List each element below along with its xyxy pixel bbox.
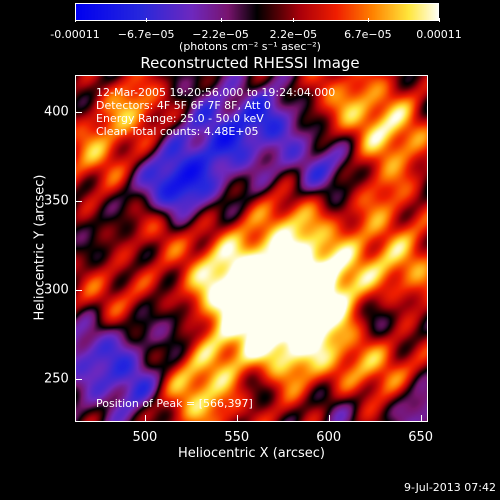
heatmap-plot bbox=[75, 75, 428, 422]
timestamp: 9-Jul-2013 07:42 bbox=[403, 481, 496, 494]
colorbar-tick-label: −2.2e−05 bbox=[192, 28, 249, 41]
annotation-peak: Position of Peak = [566,397] bbox=[96, 397, 253, 410]
colorbar-tick-label: −6.7e−05 bbox=[117, 28, 175, 41]
x-tick-mark bbox=[420, 415, 422, 422]
y-axis-label: Heliocentric Y (arcsec) bbox=[32, 174, 48, 321]
colorbar-tick-mark bbox=[220, 18, 222, 22]
x-tick-label: 650 bbox=[408, 430, 434, 445]
colorbar-gradient bbox=[76, 4, 438, 20]
x-tick-mark bbox=[236, 415, 238, 422]
y-tick-mark bbox=[75, 112, 82, 114]
chart-title: Reconstructed RHESSI Image bbox=[140, 54, 360, 72]
annotation-detectors: Detectors: 4F 5F 6F 7F 8F, Att 0 bbox=[96, 99, 271, 112]
colorbar-tick-mark bbox=[367, 18, 369, 22]
x-tick-label: 600 bbox=[316, 430, 342, 445]
y-tick-label: 300 bbox=[44, 282, 69, 298]
x-axis-label: Heliocentric X (arcsec) bbox=[178, 446, 325, 461]
y-tick-label: 350 bbox=[44, 193, 69, 209]
colorbar-tick-mark bbox=[75, 18, 76, 22]
colorbar-tick-mark bbox=[439, 18, 440, 22]
colorbar-tick-label: 6.7e−05 bbox=[344, 28, 392, 41]
y-tick-mark bbox=[75, 290, 82, 292]
y-tick-mark bbox=[75, 379, 82, 381]
x-tick-mark bbox=[328, 415, 330, 422]
heatmap-image bbox=[75, 75, 428, 422]
x-tick-label: 500 bbox=[132, 430, 158, 445]
colorbar-tick-label: 2.2e−05 bbox=[269, 28, 318, 41]
x-tick-mark bbox=[144, 415, 146, 422]
colorbar-units: (photons cm⁻² s⁻¹ asec⁻²) bbox=[179, 40, 321, 53]
annotation-time: 12-Mar-2005 19:20:56.000 to 19:24:04.000 bbox=[96, 86, 336, 99]
y-tick-mark bbox=[75, 201, 82, 203]
colorbar-tick-mark bbox=[293, 18, 295, 22]
colorbar-tick-label: -0.00011 bbox=[50, 28, 100, 41]
y-tick-label: 400 bbox=[44, 104, 69, 120]
colorbar-tick-mark bbox=[146, 18, 148, 22]
y-tick-label: 250 bbox=[44, 371, 69, 387]
colorbar-tick-label: 0.00011 bbox=[416, 28, 462, 41]
colorbar bbox=[75, 3, 439, 21]
annotation-energy: Energy Range: 25.0 - 50.0 keV bbox=[96, 112, 264, 125]
annotation-clean: Clean Total counts: 4.48E+05 bbox=[96, 125, 259, 138]
x-tick-label: 550 bbox=[224, 430, 250, 445]
